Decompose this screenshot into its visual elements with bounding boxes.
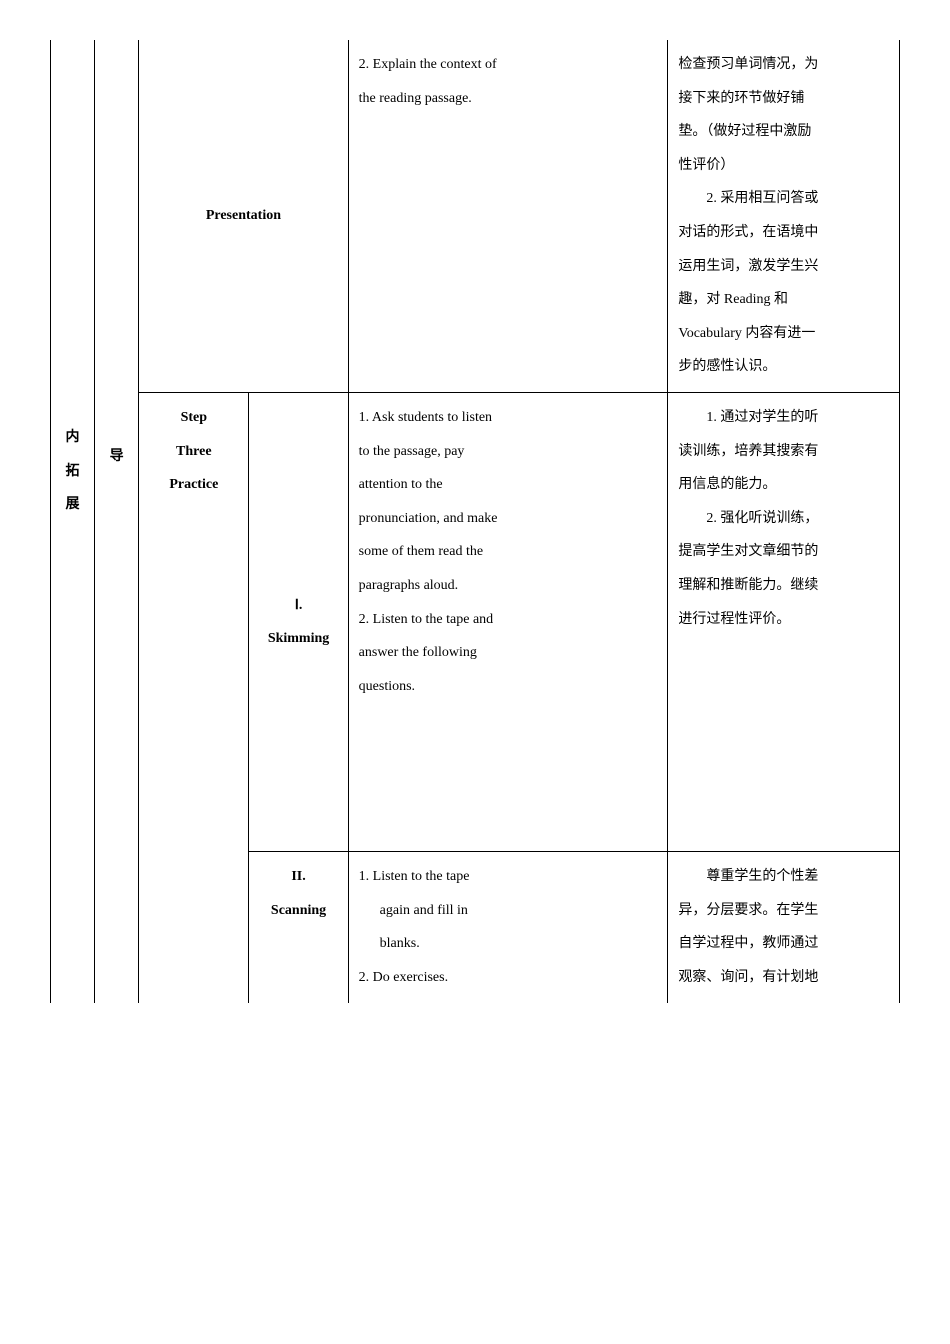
desc-text: 垫。（做好过程中激励 bbox=[678, 115, 889, 149]
presentation-content: 2. Explain the context of the reading pa… bbox=[348, 40, 668, 392]
content-text: 2. Listen to the tape and bbox=[359, 603, 658, 637]
desc-text: 接下来的环节做好铺 bbox=[678, 82, 889, 116]
content-text: 1. Listen to the tape bbox=[359, 860, 658, 894]
scanning-label-cell: II. Scanning bbox=[249, 852, 348, 1003]
desc-text: 趣，对 Reading 和 bbox=[678, 283, 889, 317]
label-tuo: 拓 bbox=[55, 455, 90, 489]
content-text: to the passage, pay bbox=[359, 435, 658, 469]
sub-label: Skimming bbox=[259, 622, 337, 656]
step-three-cell: Step Three Practice bbox=[139, 392, 249, 1002]
desc-text: 步的感性认识。 bbox=[678, 350, 889, 384]
step-label: Practice bbox=[149, 468, 238, 502]
presentation-row: 内 拓 展 导 Presentation 2. Explain the cont… bbox=[51, 40, 900, 392]
desc-text: 对话的形式，在语境中 bbox=[678, 216, 889, 250]
desc-text: 观察、询问，有计划地 bbox=[678, 961, 889, 995]
skimming-content: 1. Ask students to listen to the passage… bbox=[348, 392, 668, 851]
desc-text: 2. 采用相互问答或 bbox=[678, 182, 889, 216]
content-text: 2. Do exercises. bbox=[359, 961, 658, 995]
presentation-label: Presentation bbox=[206, 208, 281, 223]
skimming-label-cell: Ⅰ. Skimming bbox=[249, 392, 348, 851]
desc-text: 2. 强化听说训练， bbox=[678, 502, 889, 536]
lesson-plan-table: 内 拓 展 导 Presentation 2. Explain the cont… bbox=[50, 40, 900, 1003]
content-text: questions. bbox=[359, 670, 658, 704]
left-vertical-label: 内 拓 展 bbox=[51, 40, 95, 1003]
scanning-content: 1. Listen to the tape again and fill in … bbox=[348, 852, 668, 1003]
desc-text: 检查预习单词情况，为 bbox=[678, 48, 889, 82]
skimming-desc: 1. 通过对学生的听 读训练，培养其搜索有 用信息的能力。 2. 强化听说训练，… bbox=[668, 392, 900, 851]
desc-text: 进行过程性评价。 bbox=[678, 603, 889, 637]
label-zhan: 展 bbox=[55, 488, 90, 522]
content-text: some of them read the bbox=[359, 535, 658, 569]
desc-text: 性评价） bbox=[678, 149, 889, 183]
narrow-label-cell: 导 bbox=[95, 40, 139, 1003]
desc-text: 异，分层要求。在学生 bbox=[678, 894, 889, 928]
sub-label: Scanning bbox=[259, 894, 337, 928]
desc-text: 1. 通过对学生的听 bbox=[678, 401, 889, 435]
scanning-desc: 尊重学生的个性差 异，分层要求。在学生 自学过程中，教师通过 观察、询问，有计划… bbox=[668, 852, 900, 1003]
desc-text: 自学过程中，教师通过 bbox=[678, 927, 889, 961]
presentation-cell: Presentation bbox=[139, 40, 348, 392]
content-text: pronunciation, and make bbox=[359, 502, 658, 536]
step-label: Step bbox=[149, 401, 238, 435]
desc-text: 读训练，培养其搜索有 bbox=[678, 435, 889, 469]
skimming-row: Step Three Practice Ⅰ. Skimming 1. Ask s… bbox=[51, 392, 900, 851]
desc-text: 尊重学生的个性差 bbox=[678, 860, 889, 894]
sub-label: Ⅰ. bbox=[259, 589, 337, 623]
content-text: 1. Ask students to listen bbox=[359, 401, 658, 435]
presentation-desc: 检查预习单词情况，为 接下来的环节做好铺 垫。（做好过程中激励 性评价） 2. … bbox=[668, 40, 900, 392]
content-text: again and fill in bbox=[359, 894, 658, 928]
desc-text: 用信息的能力。 bbox=[678, 468, 889, 502]
content-text: paragraphs aloud. bbox=[359, 569, 658, 603]
content-text: the reading passage. bbox=[359, 82, 658, 116]
step-label: Three bbox=[149, 435, 238, 469]
sub-label: II. bbox=[259, 860, 337, 894]
content-text: answer the following bbox=[359, 636, 658, 670]
desc-text: 提高学生对文章细节的 bbox=[678, 535, 889, 569]
narrow-label: 导 bbox=[110, 449, 124, 464]
label-nei: 内 bbox=[55, 421, 90, 455]
desc-text: 理解和推断能力。继续 bbox=[678, 569, 889, 603]
desc-text: 运用生词，激发学生兴 bbox=[678, 250, 889, 284]
desc-text: Vocabulary 内容有进一 bbox=[678, 317, 889, 351]
content-text: blanks. bbox=[359, 927, 658, 961]
content-text: attention to the bbox=[359, 468, 658, 502]
content-text: 2. Explain the context of bbox=[359, 48, 658, 82]
